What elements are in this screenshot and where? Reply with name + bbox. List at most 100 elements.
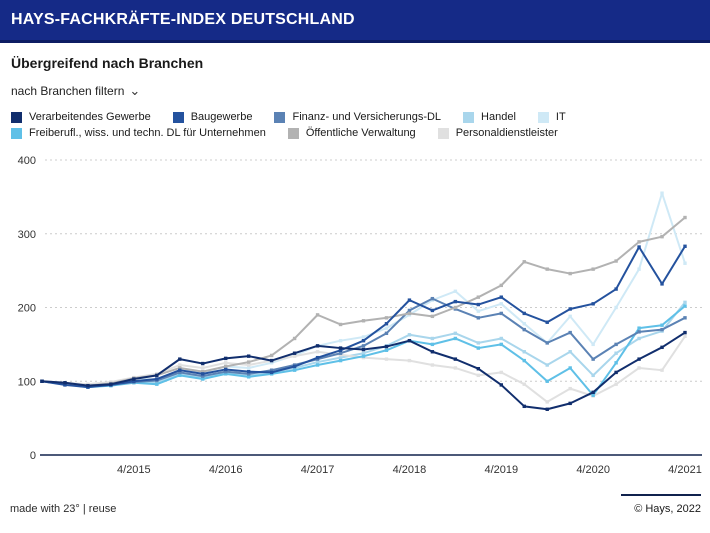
made-with-link[interactable]: made with 23° | reuse [10, 503, 117, 515]
data-point-marker [591, 390, 595, 395]
legend-item[interactable]: Personaldienstleister [437, 127, 558, 139]
data-point-marker [637, 330, 641, 334]
x-tick-label: 4/2015 [117, 464, 151, 476]
data-point-marker [660, 323, 664, 327]
branch-filter-button[interactable]: nach Branchen filtern ⌄ [11, 84, 140, 98]
data-point-marker [614, 287, 618, 291]
series-handel [40, 300, 687, 387]
data-point-marker [155, 377, 159, 381]
chart-legend: Verarbeitendes Gewerbe Baugewerbe Finanz- … [11, 111, 701, 143]
data-point-marker [224, 367, 228, 372]
data-point-marker [292, 336, 297, 341]
data-point-marker [178, 373, 182, 378]
data-point-marker [338, 358, 343, 363]
app-header: HAYS-FACHKRÄFTE-INDEX DEUTSCHLAND [0, 0, 710, 43]
data-point-marker [499, 295, 503, 299]
data-point-marker [522, 404, 526, 409]
data-point-marker [522, 350, 526, 354]
legend-item[interactable]: IT [537, 111, 566, 123]
series-baugewerbe [40, 244, 687, 389]
data-point-marker [637, 245, 641, 249]
data-point-marker [591, 357, 595, 361]
data-point-marker [201, 372, 205, 376]
data-point-marker [545, 407, 549, 411]
x-tick-label: 4/2018 [393, 464, 427, 476]
y-tick-label: 0 [30, 450, 36, 462]
data-point-marker [178, 368, 182, 372]
data-point-marker [361, 351, 366, 355]
data-point-marker [384, 316, 389, 320]
page-title: HAYS-FACHKRÄFTE-INDEX DEUTSCHLAND [11, 11, 355, 28]
data-point-marker [499, 383, 503, 387]
data-point-marker [522, 260, 526, 264]
data-point-marker [63, 381, 67, 385]
data-point-marker [246, 366, 251, 370]
data-point-marker [683, 300, 687, 305]
data-point-marker [476, 341, 481, 345]
data-point-marker [453, 366, 458, 370]
data-point-marker [591, 342, 595, 347]
data-point-marker [361, 344, 366, 348]
data-point-marker [40, 379, 44, 383]
copyright-label: © Hays, 2022 [621, 494, 701, 515]
legend-label: Freiberufl., wiss. und techn. DL für Unt… [29, 127, 266, 139]
data-point-marker [155, 373, 159, 378]
data-point-marker [476, 302, 481, 307]
data-point-marker [315, 363, 320, 367]
data-point-marker [568, 307, 572, 311]
series-finanz-und-versicherungs-dl [40, 296, 687, 389]
x-tick-label: 4/2019 [484, 464, 518, 476]
data-point-marker [315, 313, 320, 317]
data-point-marker [109, 382, 113, 386]
data-point-marker [591, 267, 595, 271]
data-point-marker [178, 366, 182, 370]
data-point-marker [430, 314, 435, 319]
legend-color-swatch-icon [537, 111, 549, 123]
legend-item[interactable]: Öffentliche Verwaltung [287, 127, 416, 139]
data-point-marker [499, 370, 503, 375]
data-point-marker [545, 320, 549, 324]
data-point-marker [407, 333, 412, 337]
data-point-marker [453, 331, 458, 336]
data-point-marker [568, 350, 572, 354]
legend-item[interactable]: Baugewerbe [172, 111, 252, 123]
legend-color-swatch-icon [463, 111, 475, 123]
data-point-marker [246, 363, 251, 367]
legend-item[interactable]: Finanz- und Versicherungs-DL [274, 111, 441, 123]
data-point-marker [476, 295, 481, 299]
legend-item[interactable]: Handel [463, 111, 516, 123]
data-point-marker [338, 355, 343, 360]
data-point-marker [407, 358, 412, 363]
data-point-marker [568, 366, 572, 370]
legend-label: Personaldienstleister [455, 127, 558, 139]
data-point-marker [591, 393, 595, 397]
data-point-marker [614, 351, 618, 355]
data-point-marker [384, 322, 389, 326]
data-point-marker [384, 344, 389, 349]
data-point-marker [660, 235, 664, 239]
data-point-marker [591, 302, 595, 306]
data-point-marker [683, 330, 687, 335]
data-point-marker [614, 342, 618, 347]
data-point-marker [63, 383, 67, 387]
data-point-marker [315, 344, 320, 348]
data-point-marker [201, 361, 205, 366]
series-line [41, 216, 686, 387]
data-point-marker [224, 372, 228, 376]
legend-label: Finanz- und Versicherungs-DL [292, 111, 442, 123]
legend-color-swatch-icon [11, 111, 22, 123]
legend-color-swatch-icon [287, 127, 299, 139]
data-point-marker [683, 334, 687, 338]
series-line [41, 245, 686, 389]
legend-item[interactable]: Freiberufl., wiss. und techn. DL für Unt… [11, 127, 266, 139]
data-point-marker [683, 304, 687, 308]
branch-filter-label: nach Branchen filtern [11, 84, 125, 98]
y-tick-label: 200 [18, 303, 36, 315]
data-point-marker [614, 259, 618, 263]
data-point-marker [568, 386, 572, 391]
data-point-marker [361, 354, 366, 358]
data-point-marker [430, 296, 435, 301]
legend-item[interactable]: Verarbeitendes Gewerbe [11, 111, 151, 123]
data-point-marker [545, 363, 549, 367]
data-point-marker [637, 366, 641, 370]
